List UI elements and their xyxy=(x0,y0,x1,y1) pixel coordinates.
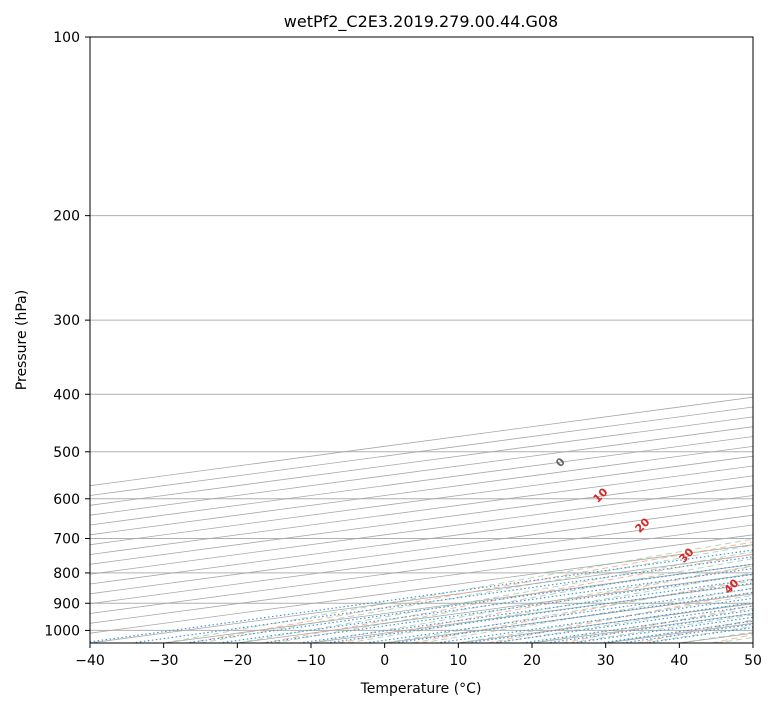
x-tick-label: 20 xyxy=(523,653,541,669)
y-tick-label: 1000 xyxy=(44,623,80,639)
y-tick-label: 700 xyxy=(53,532,80,548)
x-tick-label: −30 xyxy=(149,653,179,669)
y-tick-label: 900 xyxy=(53,596,80,612)
x-tick-label: 30 xyxy=(597,653,615,669)
y-tick-label: 800 xyxy=(53,566,80,582)
x-tick-label: 0 xyxy=(380,653,389,669)
x-tick-label: −10 xyxy=(296,653,326,669)
x-tick-label: 50 xyxy=(744,653,762,669)
y-tick-label: 200 xyxy=(53,209,80,225)
x-tick-label: −20 xyxy=(223,653,253,669)
x-axis-label: Temperature (°C) xyxy=(360,681,482,697)
y-tick-label: 100 xyxy=(53,30,80,46)
x-tick-label: −40 xyxy=(75,653,105,669)
y-tick-label: 500 xyxy=(53,445,80,461)
y-tick-label: 300 xyxy=(53,313,80,329)
y-tick-label: 600 xyxy=(53,492,80,508)
x-tick-label: 10 xyxy=(449,653,467,669)
y-tick-label: 400 xyxy=(53,387,80,403)
x-tick-label: 40 xyxy=(670,653,688,669)
chart-title: wetPf2_C2E3.2019.279.00.44.G08 xyxy=(284,12,558,32)
y-axis-label: Pressure (hPa) xyxy=(14,290,30,390)
